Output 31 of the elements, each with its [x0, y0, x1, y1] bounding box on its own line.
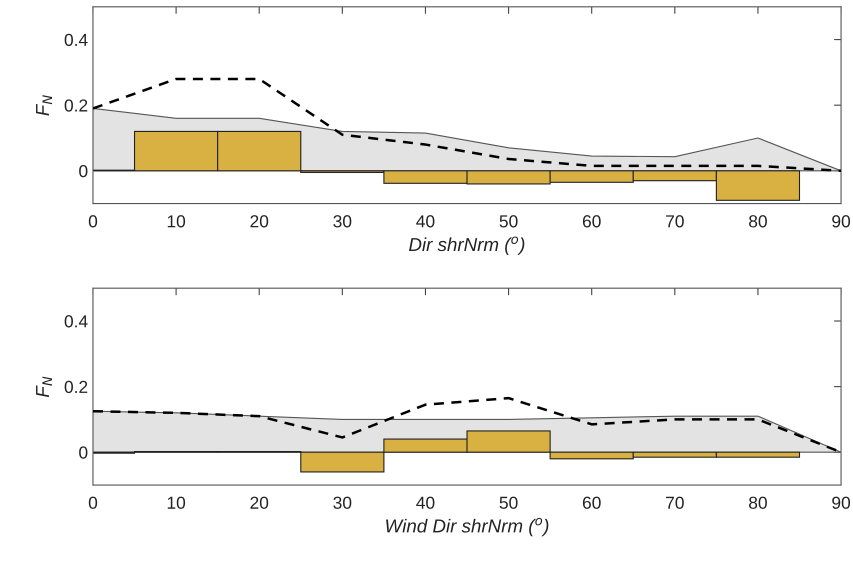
x-tick-label: 80: [749, 496, 767, 509]
x-tick-label: 40: [416, 496, 434, 509]
x-tick-label: 40: [416, 215, 434, 228]
y-tick-label: 0: [79, 446, 88, 459]
x-axis-title: Dir shrNrm ($^{o}$): [409, 236, 524, 255]
x-tick-label: 0: [88, 496, 98, 509]
y-tick-label: 0.4: [64, 34, 88, 46]
x-tick-label: 10: [168, 215, 186, 228]
y-tick-label: 0.4: [64, 315, 88, 328]
x-tick-label: 20: [250, 215, 268, 228]
x-tick-label: 70: [666, 496, 684, 509]
x-tick-label: 10: [168, 496, 186, 509]
line-series: [92, 78, 842, 172]
y-axis-title: F$_{N}$: [36, 95, 52, 116]
x-tick-label: 50: [500, 215, 518, 228]
x-tick-label: 60: [582, 215, 601, 228]
y-axis-title: F$_{N}$: [36, 376, 52, 398]
x-tick-label: 0: [88, 215, 98, 228]
x-tick-label: 70: [666, 215, 684, 228]
x-tick-label: 50: [500, 496, 518, 509]
y-tick-label: 0: [79, 164, 88, 178]
x-tick-label: 30: [333, 496, 352, 509]
x-tick-label: 90: [832, 215, 850, 228]
x-tick-label: 20: [250, 496, 268, 509]
x-tick-label: 90: [832, 496, 850, 509]
x-tick-label: 60: [582, 496, 601, 509]
x-tick-label: 30: [333, 215, 352, 228]
y-tick-label: 0.2: [64, 99, 88, 112]
x-axis-title: Wind Dir shrNrm ($^{o}$): [386, 518, 548, 536]
x-tick-label: 80: [749, 215, 767, 228]
y-tick-label: 0.2: [64, 380, 88, 394]
